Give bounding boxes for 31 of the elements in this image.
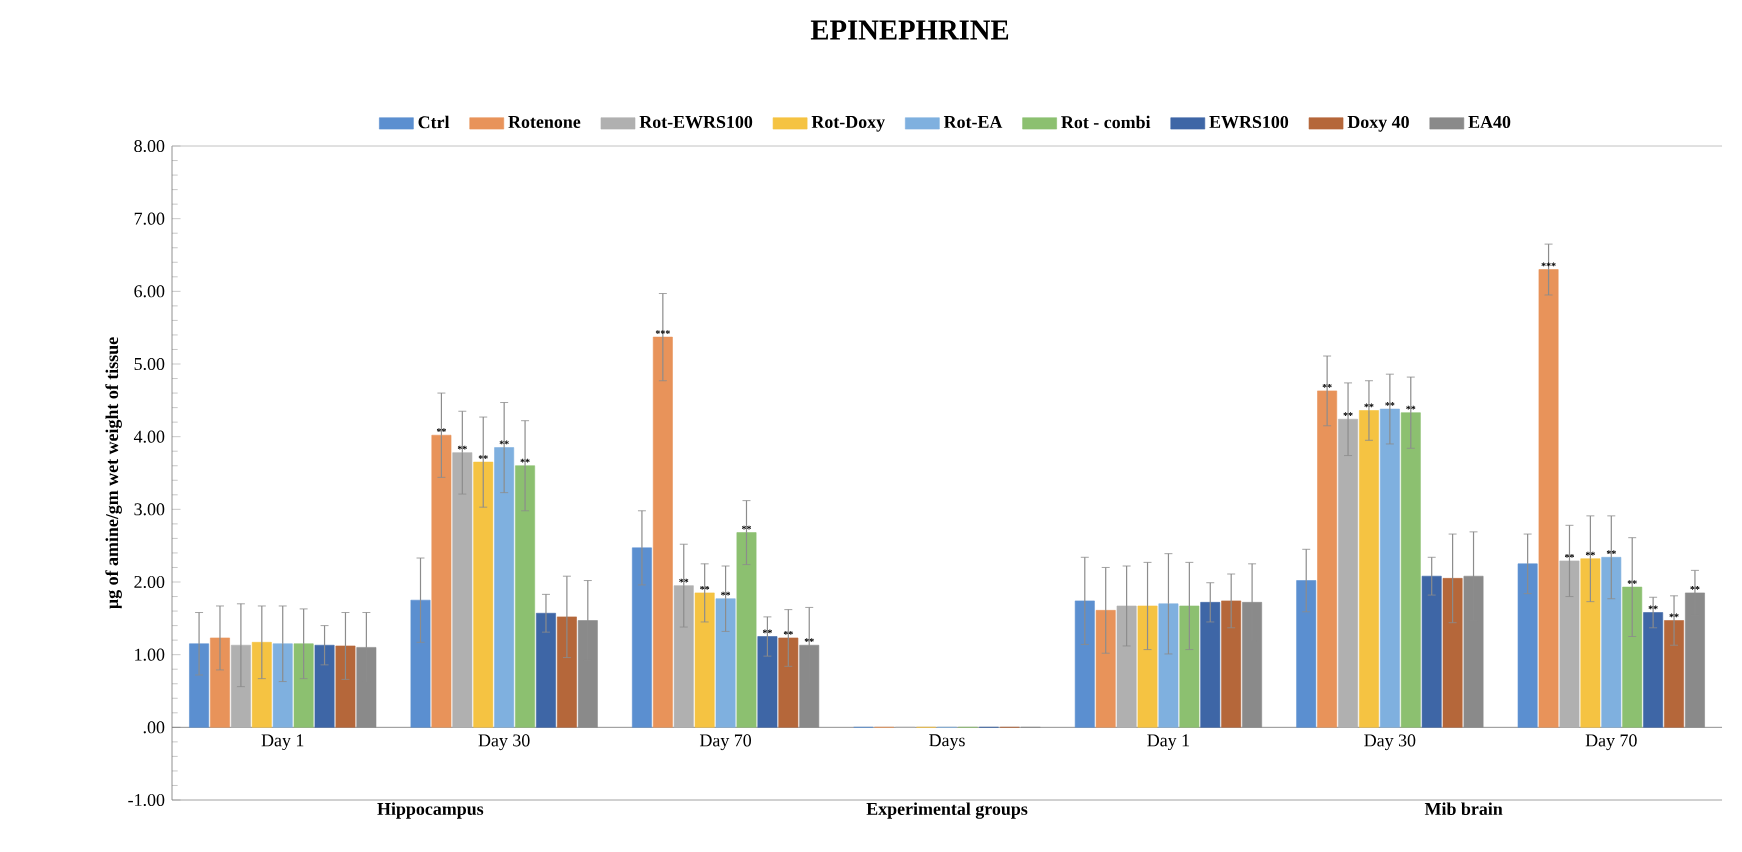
legend-label: Rot - combi (1061, 115, 1151, 129)
y-tick-label: 8.00 (134, 139, 165, 153)
legend-label: Ctrl (418, 115, 450, 129)
x-tick-label: Days (929, 734, 965, 750)
legend-label: Rot-EA (943, 115, 1003, 128)
x-tick-label: Day 70 (1585, 734, 1637, 751)
legend-label: Rot-EWRS100 (639, 115, 753, 129)
y-tick-label: -1.00 (128, 793, 165, 807)
x-tick-label: Day 1 (261, 734, 304, 751)
legend-label: Rot-Doxy (811, 116, 885, 132)
legend-label: Doxy 40 (1347, 115, 1409, 132)
y-tick-label: .00 (143, 721, 165, 734)
text: Hippocampus (377, 802, 484, 819)
y-tick-label: 4.00 (133, 430, 165, 443)
legend-label: EA40 (1468, 115, 1511, 129)
text: Mib brain (1424, 802, 1503, 816)
y-tick-label: 5.00 (134, 357, 165, 371)
x-tick-label: Day 1 (1147, 734, 1190, 751)
y-axis-title: µg of amine/gm wet weight of tissue (105, 337, 122, 609)
y-tick-label: 1.00 (135, 648, 165, 661)
x-tick-label: Day 30 (1364, 734, 1416, 751)
y-tick-label: 3.00 (134, 503, 165, 516)
legend-label: Rotenone (508, 116, 581, 128)
y-tick-label: 6.00 (134, 285, 165, 298)
legend-label: EWRS100 (1209, 115, 1289, 129)
text: Experimental groups (866, 802, 1028, 819)
x-tick-label: Day 70 (699, 734, 752, 751)
x-tick-label: Day 30 (478, 734, 530, 751)
y-tick-label: 2.00 (134, 575, 165, 589)
y-tick-label: 7.00 (134, 212, 165, 225)
chart-title: EPINEPHRINE (810, 20, 1009, 40)
